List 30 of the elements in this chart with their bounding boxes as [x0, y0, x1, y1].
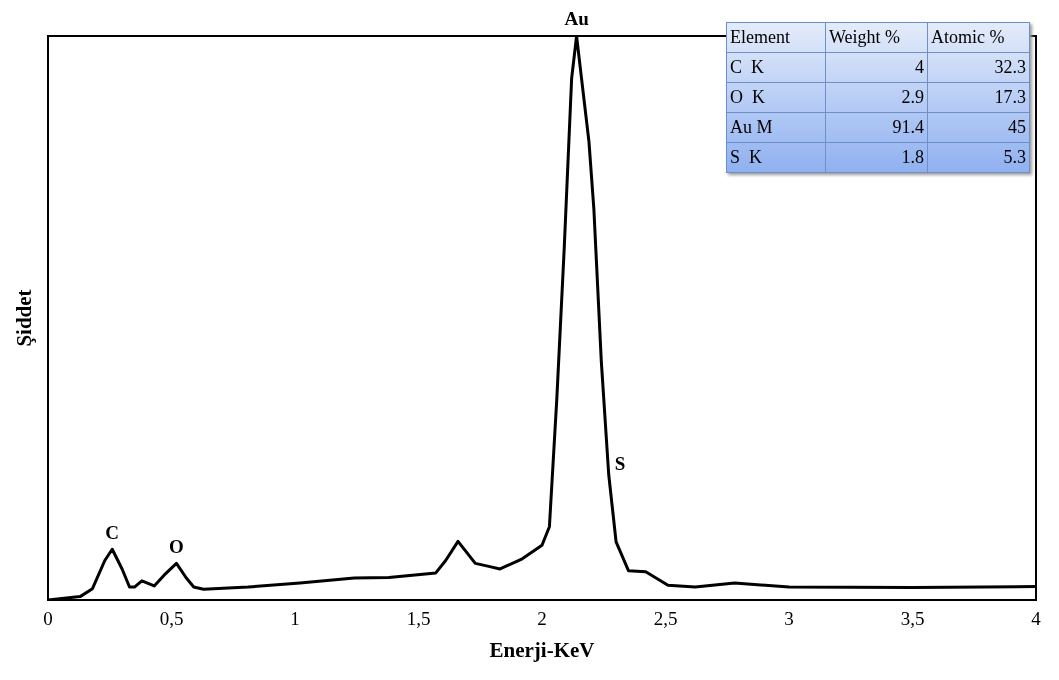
data-label: 32.3	[927, 52, 1030, 83]
x-tick-label: 1,5	[406, 608, 431, 630]
y-axis-title: Şiddet	[11, 289, 36, 347]
data-label: 17.3	[927, 82, 1030, 113]
annotation: Au	[564, 8, 590, 30]
x-tick-label: 2	[537, 608, 547, 630]
series-label: Weight %	[825, 22, 928, 53]
annotation: O	[169, 535, 184, 557]
data-label: 5.3	[927, 142, 1030, 173]
category-label: C K	[726, 52, 826, 83]
category-label: Au M	[726, 112, 826, 143]
x-tick-label: 0,5	[159, 608, 184, 630]
x-tick-label: 1	[290, 608, 300, 630]
data-label: 4	[825, 52, 928, 83]
x-tick-label: 2,5	[653, 608, 678, 630]
x-tick-label: 0	[43, 608, 53, 630]
x-tick-label: 3,5	[900, 608, 925, 630]
annotation: C	[105, 521, 120, 543]
text: Atomic %	[927, 22, 1030, 53]
x-axis-title: Enerji-KeV	[489, 637, 595, 662]
category-label: O K	[726, 82, 826, 113]
data-label: 2.9	[825, 82, 928, 113]
x-tick-label: 4	[1031, 608, 1042, 630]
legend-title: Element	[726, 22, 826, 53]
data-label: 1.8	[825, 142, 928, 173]
x-tick-label: 3	[784, 608, 794, 630]
data-label: 91.4	[825, 112, 928, 143]
annotation: S	[614, 452, 626, 474]
data-label: 45	[927, 112, 1030, 143]
category-label: S K	[726, 142, 826, 173]
